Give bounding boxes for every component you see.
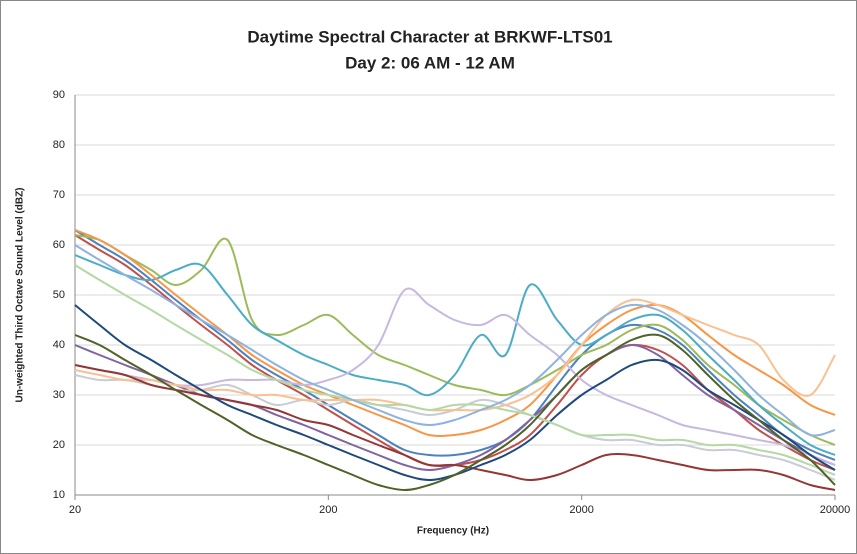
series-line <box>74 229 836 437</box>
y-tick-label: 30 <box>53 389 65 401</box>
series-line <box>74 244 836 437</box>
chart-subtitle: Day 2: 06 AM - 12 AM <box>345 53 515 72</box>
series-line <box>74 333 836 492</box>
y-tick-label: 60 <box>53 239 65 251</box>
y-tick-label: 10 <box>53 489 65 501</box>
y-tick-label: 50 <box>53 289 65 301</box>
series-line <box>74 287 836 466</box>
x-tick-label: 20000 <box>820 504 851 516</box>
y-axis-title: Un-weighted Third Octave Sound Level (dB… <box>15 187 26 402</box>
x-tick-label: 200 <box>319 504 337 516</box>
x-tick-label: 20 <box>69 504 81 516</box>
y-tick-label: 70 <box>53 189 65 201</box>
chart-title: Daytime Spectral Character at BRKWF-LTS0… <box>247 27 612 46</box>
series-line <box>74 254 836 456</box>
y-tick-label: 40 <box>53 339 65 351</box>
x-tick-label: 2000 <box>569 504 593 516</box>
y-tick-label: 20 <box>53 439 65 451</box>
y-tick-label: 90 <box>53 89 65 101</box>
x-axis-title: Frequency (Hz) <box>417 526 489 537</box>
series-line <box>74 234 836 446</box>
y-tick-label: 80 <box>53 139 65 151</box>
series-line <box>74 264 836 476</box>
series-line <box>74 364 836 491</box>
